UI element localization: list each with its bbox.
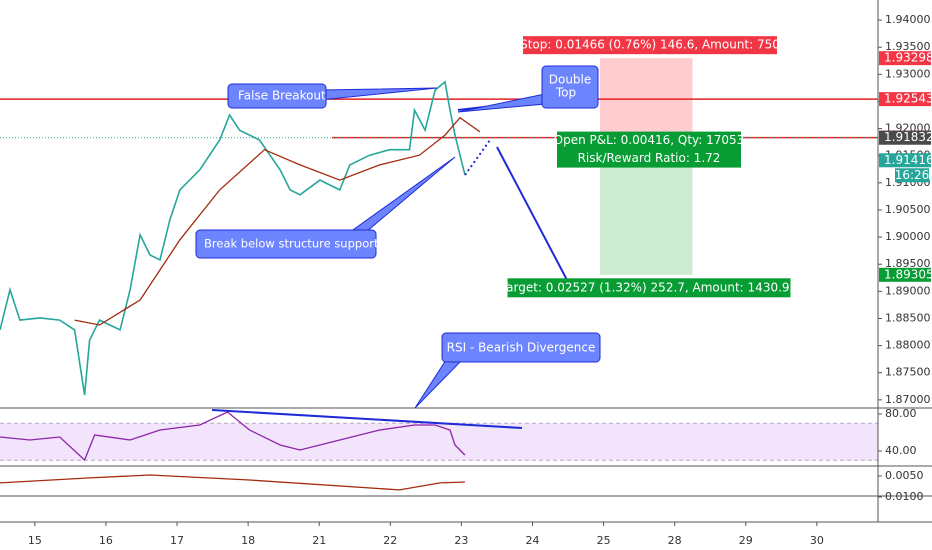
y-tick-label: 40.00	[885, 444, 917, 457]
price-marker	[879, 153, 931, 168]
position-label-box	[557, 131, 741, 168]
series-line	[74, 116, 481, 326]
annotations: False Breakout Double Top Break below st…	[195, 65, 601, 429]
x-tick-label: 15	[28, 534, 42, 547]
y-tick-label: 0.0050	[885, 469, 924, 482]
y-tick-label: 1.90500	[885, 203, 931, 216]
x-tick-label: 22	[383, 534, 397, 547]
note-box	[541, 65, 599, 109]
note-text: False Breakout	[238, 89, 326, 103]
position-label-box	[523, 36, 777, 55]
note-box	[227, 83, 327, 109]
note-box	[441, 332, 601, 363]
rsi-band	[0, 423, 878, 461]
y-tick-label: 1.94000	[885, 13, 931, 26]
y-tick-label: 0.0100	[885, 490, 924, 503]
rr-label: Risk/Reward Ratio: 1.72	[578, 151, 721, 165]
x-tick-label: 25	[597, 534, 611, 547]
series-line	[0, 80, 466, 396]
y-tick-label: 80.00	[885, 407, 917, 420]
y-tick-label: 1.87500	[885, 366, 931, 379]
projection	[464, 139, 491, 176]
x-tick-label: 16	[99, 534, 113, 547]
x-tick-label: 24	[525, 534, 539, 547]
y-tick-label: 1.87000	[885, 393, 931, 406]
x-tick-label: 23	[454, 534, 468, 547]
y-tick-label: 1.89500	[885, 257, 931, 270]
price-marker	[879, 130, 931, 145]
countdown-box	[895, 168, 929, 183]
price-marker	[879, 267, 931, 282]
stop-label: Stop: 0.01466 (0.76%) 146.6, Amount: 750	[520, 38, 780, 52]
target-label: Target: 0.02527 (1.32%) 252.7, Amount: 1…	[500, 280, 797, 294]
x-tick-label: 18	[241, 534, 255, 547]
y-tick-label: 1.93500	[885, 40, 931, 53]
x-tick-label: 30	[810, 534, 824, 547]
price-marker-label: 1.91416	[884, 153, 932, 167]
note-text: Top	[555, 86, 576, 100]
y-tick-label: 1.89000	[885, 284, 931, 297]
price-marker-label: 1.91832	[884, 130, 932, 144]
x-tick-label: 29	[739, 534, 753, 547]
series-line	[0, 474, 465, 491]
price-marker-label: 1.89305	[884, 267, 932, 281]
note-text: Double	[549, 73, 592, 87]
stop-zone	[600, 58, 693, 138]
x-tick-label: 17	[170, 534, 184, 547]
position-label-box	[507, 278, 791, 298]
y-tick-label: 1.93000	[885, 67, 931, 80]
price-marker	[879, 51, 931, 66]
price-marker	[879, 92, 931, 107]
y-tick-label: 1.90000	[885, 230, 931, 243]
projection-arrow	[496, 146, 568, 281]
price-marker-label: 1.92543	[884, 92, 932, 106]
x-tick-label: 28	[668, 534, 682, 547]
note-box	[195, 229, 377, 259]
price-marker-label: 1.93298	[884, 51, 932, 65]
y-tick-label: 1.88000	[885, 339, 931, 352]
y-tick-label: 1.88500	[885, 311, 931, 324]
divergence-line	[211, 409, 523, 429]
note-text: Break below structure support	[204, 237, 379, 251]
countdown: 16:26	[895, 168, 930, 182]
pnl-label: Open P&L: 0.00416, Qty: 17053	[554, 133, 745, 147]
x-tick-label: 21	[312, 534, 326, 547]
note-text: RSI - Bearish Divergence	[447, 341, 596, 355]
series-line	[0, 411, 466, 462]
